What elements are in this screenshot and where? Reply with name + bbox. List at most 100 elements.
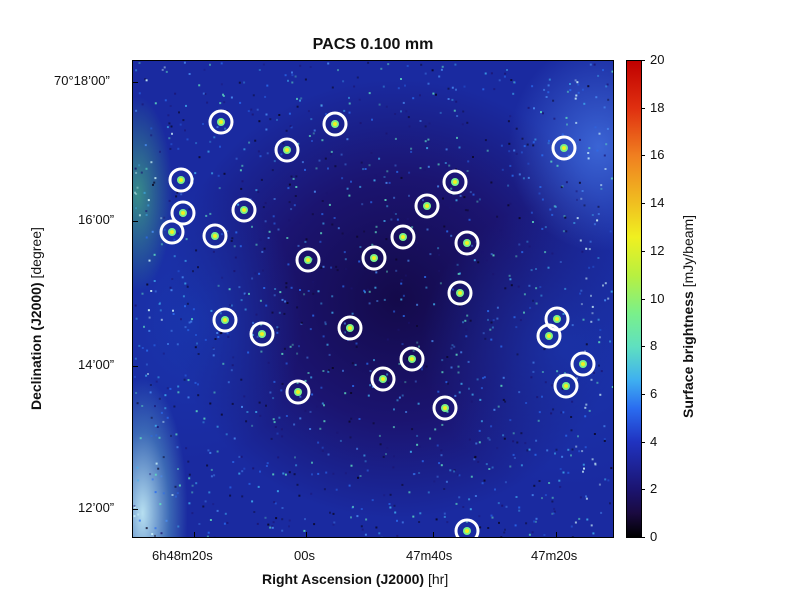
y-tick-label: 16’00” [78, 212, 115, 227]
source-core [260, 332, 264, 336]
source-core [458, 291, 462, 295]
colorbar-tick-mark [641, 537, 645, 538]
source-core [465, 529, 469, 533]
y-tick-mark [132, 366, 138, 367]
colorbar-tick-label: 14 [650, 195, 665, 211]
x-tick-mark [433, 532, 434, 538]
x-tick-label: 00s [294, 548, 315, 563]
source-marker-circle [202, 223, 228, 249]
source-core [453, 180, 457, 184]
source-core [333, 122, 337, 126]
colorbar-tick-mark [641, 393, 645, 395]
x-tick-label: 47m40s [406, 548, 453, 563]
colorbar-tick-label: 10 [650, 290, 665, 306]
colorbar-tick-mark [641, 489, 645, 491]
source-core [381, 377, 385, 381]
x-tick-mark [556, 532, 557, 538]
source-marker-circle [295, 247, 321, 273]
source-core [425, 204, 429, 208]
colorbar-tick-mark [641, 441, 645, 443]
source-core [219, 120, 223, 124]
colorbar-tick-mark [641, 250, 645, 252]
colorbar-tick-mark [641, 60, 645, 61]
colorbar-title: Surface brightness [mJy/beam] [680, 215, 696, 418]
colorbar-title-unit: [mJy/beam] [680, 214, 696, 292]
source-marker-circle [432, 395, 458, 421]
colorbar-tick-mark [641, 107, 645, 109]
colorbar-tick-label: 4 [650, 433, 658, 449]
y-tick-label: 70°18’00” [54, 73, 110, 88]
source-marker-circle [390, 224, 416, 250]
y-tick-mark [132, 82, 138, 83]
source-core [179, 178, 183, 182]
source-core [410, 357, 414, 361]
source-core [443, 406, 447, 410]
source-marker-circle [231, 197, 257, 223]
source-marker-circle [442, 169, 468, 195]
source-core [372, 256, 376, 260]
x-tick-label: 6h48m20s [152, 548, 213, 563]
source-core [562, 146, 566, 150]
source-marker-circle [454, 518, 480, 537]
source-core [242, 208, 246, 212]
x-tick-mark [306, 532, 307, 538]
source-marker-circle [322, 111, 348, 137]
y-tick-mark [132, 221, 138, 222]
colorbar-tick-label: 0 [650, 529, 658, 544]
colorbar-tick-mark [641, 155, 645, 157]
source-core [306, 258, 310, 262]
source-core [296, 390, 300, 394]
colorbar-tick-label: 18 [650, 99, 665, 115]
source-core [465, 241, 469, 245]
colorbar [626, 60, 642, 538]
y-tick-label: 14’00” [78, 357, 115, 372]
source-core [564, 384, 568, 388]
colorbar-tick-mark [641, 298, 645, 300]
source-core [581, 362, 585, 366]
x-tick-label: 47m20s [531, 548, 578, 563]
colorbar-title-text: Surface brightness [680, 291, 696, 418]
source-marker-circle [553, 373, 579, 399]
source-marker-circle [370, 366, 396, 392]
y-axis-title-text: Declination (J2000) [28, 282, 44, 410]
x-axis-title-unit: [hr] [424, 571, 449, 587]
x-axis-title: Right Ascension (J2000) [hr] [262, 571, 448, 587]
source-core [401, 235, 405, 239]
colorbar-tick-label: 8 [650, 338, 658, 354]
source-marker-circle [551, 135, 577, 161]
source-marker-circle [454, 230, 480, 256]
y-axis-title: Declination (J2000) [degree] [28, 227, 44, 410]
x-axis-title-text: Right Ascension (J2000) [262, 571, 425, 587]
source-core [223, 318, 227, 322]
sky-map-image [132, 60, 614, 538]
source-marker-circle [361, 245, 387, 271]
colorbar-tick-label: 20 [650, 52, 665, 67]
colorbar-tick-mark [641, 346, 645, 348]
source-marker-circle [159, 219, 185, 245]
source-core [348, 326, 352, 330]
colorbar-tick-mark [641, 203, 645, 205]
source-marker-circle [399, 346, 425, 372]
source-marker-overlay [133, 61, 613, 537]
colorbar-tick-label: 6 [650, 385, 658, 401]
source-marker-circle [249, 321, 275, 347]
source-marker-circle [208, 109, 234, 135]
source-core [181, 211, 185, 215]
source-core [547, 334, 551, 338]
source-marker-circle [447, 280, 473, 306]
source-marker-circle [168, 167, 194, 193]
source-marker-circle [212, 307, 238, 333]
source-marker-circle [337, 315, 363, 341]
source-marker-circle [414, 193, 440, 219]
source-marker-circle [570, 351, 596, 377]
colorbar-tick-label: 12 [650, 242, 665, 258]
source-core [555, 317, 559, 321]
x-tick-mark [194, 532, 195, 538]
source-marker-circle [285, 379, 311, 405]
colorbar-tick-label: 2 [650, 481, 658, 497]
source-core [285, 148, 289, 152]
y-tick-mark [132, 509, 138, 510]
source-core [170, 230, 174, 234]
y-tick-label: 12’00” [78, 500, 115, 515]
source-marker-circle [274, 137, 300, 163]
